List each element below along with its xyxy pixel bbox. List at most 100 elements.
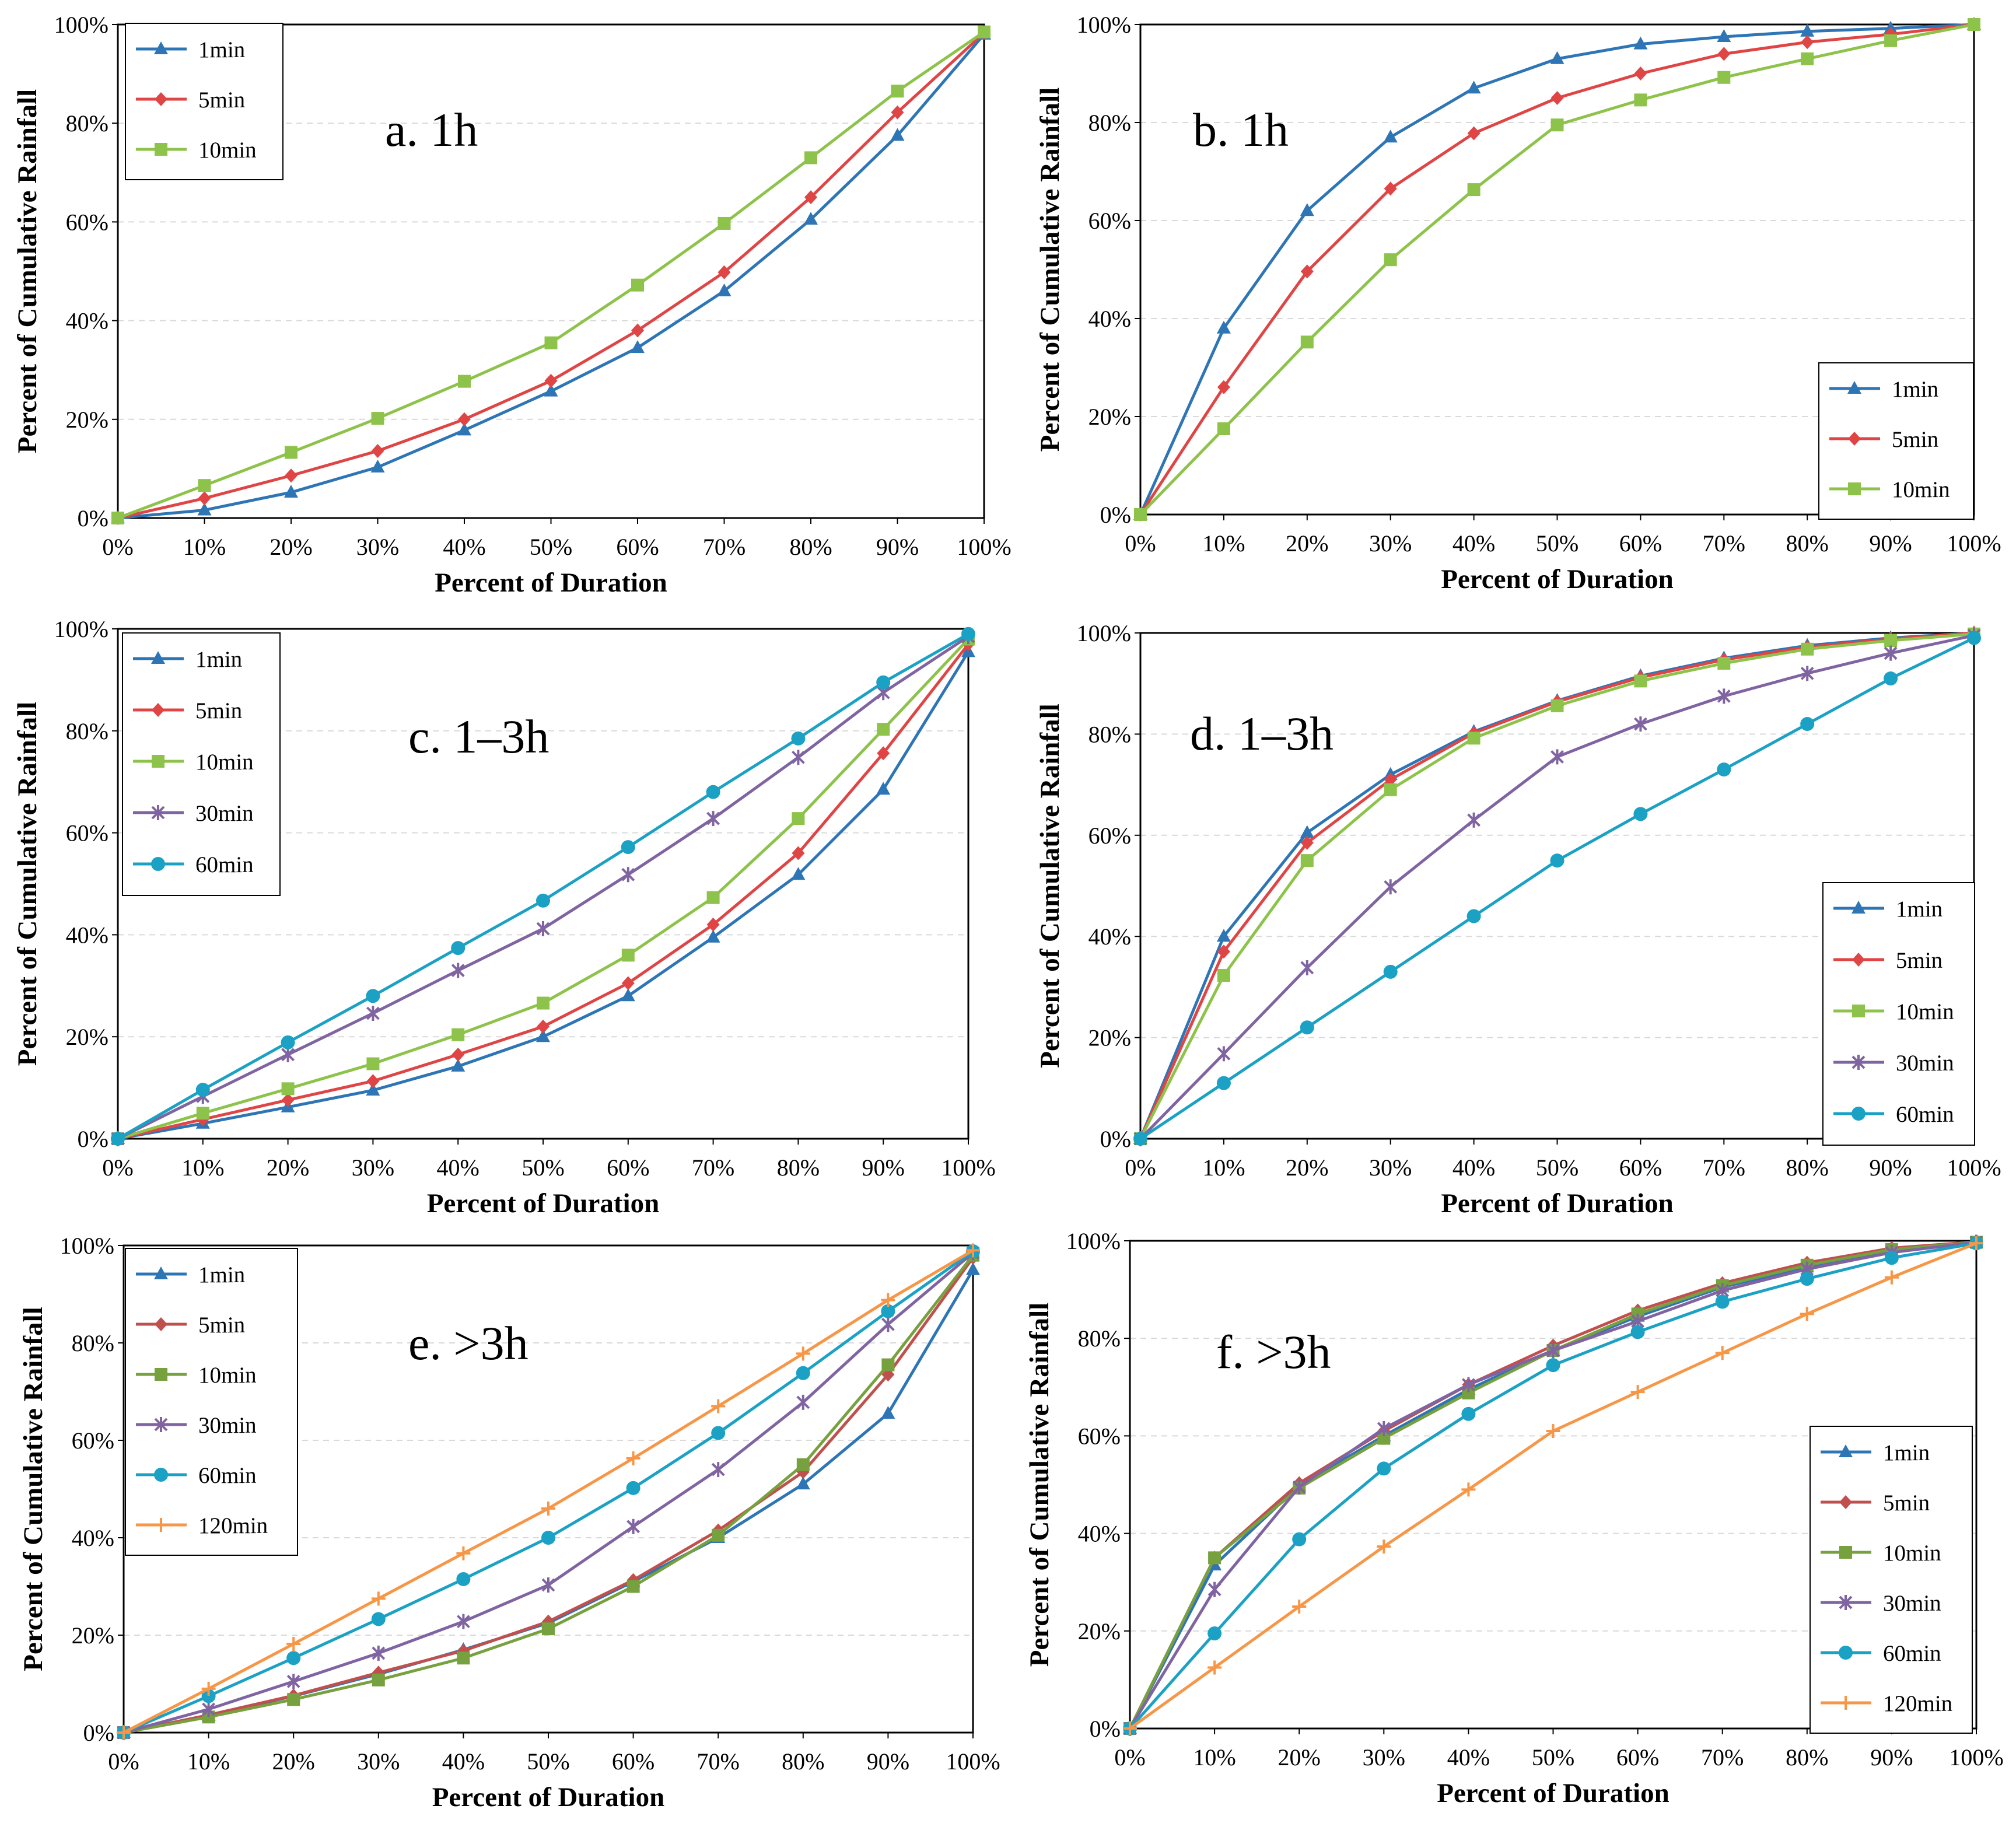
data-point-10min — [198, 479, 211, 492]
legend-marker — [152, 703, 164, 717]
y-tick-label: 60% — [1078, 1423, 1121, 1449]
legend-label: 5min — [1883, 1490, 1930, 1516]
data-point-120min — [1969, 1236, 1983, 1251]
x-tick-label: 50% — [1536, 1154, 1578, 1181]
data-point-1min — [1216, 929, 1231, 942]
y-tick-label: 40% — [1088, 306, 1131, 332]
legend-marker — [155, 1368, 167, 1381]
x-tick-label: 30% — [357, 1748, 400, 1775]
legend-item-30min: 30min — [1821, 1591, 1941, 1616]
chart-panel-a: 0% 20% 40% 60% 80% 100% 0% 10% 20% 30% 40% 50% 60% 70… — [12, 12, 1012, 598]
data-point-10min — [891, 85, 904, 98]
data-point-1min — [796, 1476, 810, 1490]
panel-label: a. 1h — [385, 103, 478, 156]
data-point-1min — [1550, 51, 1564, 64]
legend-item-5min: 5min — [133, 698, 242, 723]
data-point-10min — [796, 1458, 810, 1471]
x-tick-label: 10% — [1202, 530, 1245, 557]
y-axis-title: Percent of Cumulative Rainfall — [18, 1307, 48, 1671]
data-point-5min — [1384, 181, 1397, 196]
legend-marker — [155, 1317, 167, 1331]
data-point-30min — [1461, 1377, 1475, 1392]
data-point-60min — [1800, 717, 1815, 732]
legend-label: 10min — [1883, 1541, 1941, 1566]
x-tick-label: 10% — [1193, 1744, 1236, 1770]
data-point-30min — [1292, 1479, 1306, 1495]
y-tick-label: 80% — [1088, 110, 1131, 136]
y-tick-label: 20% — [72, 1622, 114, 1649]
data-point-1min — [536, 1029, 550, 1042]
legend-label: 30min — [1896, 1051, 1954, 1076]
y-tick-label: 0% — [78, 1126, 108, 1152]
data-point-10min — [196, 1107, 209, 1120]
y-tick-label: 20% — [66, 407, 108, 433]
data-point-5min — [1467, 126, 1480, 141]
data-point-5min — [891, 105, 904, 120]
x-tick-label: 90% — [867, 1748, 909, 1775]
y-tick-label: 80% — [72, 1330, 114, 1356]
legend-marker — [152, 755, 164, 768]
legend-label: 1min — [198, 37, 245, 62]
data-point-1min — [1717, 29, 1731, 42]
x-tick-label: 30% — [1369, 530, 1412, 557]
x-tick-label: 100% — [1947, 1154, 2001, 1181]
legend-label: 30min — [198, 1413, 257, 1438]
legend-label: 120min — [1883, 1691, 1952, 1716]
data-point-60min — [1884, 671, 1898, 686]
data-point-5min — [1717, 47, 1731, 61]
data-point-30min — [541, 1577, 555, 1593]
x-tick-label: 50% — [527, 1748, 569, 1775]
x-tick-label: 100% — [941, 1154, 995, 1181]
x-axis-title: Percent of Duration — [435, 568, 667, 598]
x-tick-label: 40% — [437, 1154, 480, 1181]
legend-item-1min: 1min — [133, 647, 242, 672]
data-point-1min — [1216, 320, 1231, 334]
y-tick-label: 40% — [66, 308, 108, 334]
y-axis-title: Percent of Cumulative Rainfall — [12, 89, 43, 453]
y-tick-label: 0% — [78, 505, 108, 531]
data-point-5min — [544, 373, 558, 388]
x-tick-label: 10% — [187, 1748, 230, 1775]
data-point-120min — [286, 1637, 301, 1651]
chart-panel-e: 0% 20% 40% 60% 80% 100% 0% 10% 20% 30% 40% 50% 60% 70… — [18, 1233, 1000, 1812]
data-point-120min — [1546, 1424, 1560, 1439]
data-point-10min — [1300, 335, 1314, 349]
y-tick-label: 40% — [1088, 923, 1131, 950]
legend-marker — [1839, 1546, 1852, 1559]
x-tick-label: 20% — [1286, 530, 1328, 557]
legend-label: 60min — [198, 1463, 257, 1488]
data-point-1min — [717, 283, 732, 296]
data-point-60min — [536, 893, 550, 908]
y-tick-label: 0% — [1100, 1126, 1131, 1152]
data-point-60min — [1800, 1272, 1814, 1286]
legend-item-1min: 1min — [136, 37, 245, 62]
legend-marker — [154, 1468, 168, 1482]
data-point-10min — [1550, 699, 1564, 712]
x-tick-label: 100% — [1947, 530, 2001, 557]
x-tick-label: 0% — [1114, 1744, 1145, 1770]
data-point-5min — [804, 190, 817, 205]
x-tick-label: 90% — [876, 534, 919, 560]
data-point-120min — [1208, 1660, 1222, 1675]
data-point-120min — [1123, 1721, 1137, 1735]
legend-label: 120min — [198, 1513, 268, 1538]
data-point-10min — [1208, 1551, 1222, 1565]
x-axis-title: Percent of Duration — [432, 1782, 665, 1812]
chart-panel-d: 0% 20% 40% 60% 80% 100% 0% 10% 20% 30% 40% 50% 60% 70… — [1035, 620, 2001, 1219]
data-point-120min — [796, 1346, 810, 1361]
x-axis-title: Percent of Duration — [1437, 1778, 1670, 1808]
y-tick-label: 0% — [83, 1720, 114, 1746]
data-point-5min — [371, 443, 384, 458]
x-tick-label: 30% — [1363, 1744, 1405, 1770]
data-point-60min — [791, 731, 806, 746]
data-point-60min — [1377, 1461, 1391, 1476]
data-point-1min — [804, 212, 818, 225]
data-point-60min — [711, 1426, 726, 1440]
data-point-10min — [626, 1580, 640, 1593]
data-point-60min — [796, 1366, 810, 1380]
legend-label: 1min — [198, 1262, 245, 1287]
x-tick-label: 60% — [1619, 530, 1662, 557]
data-point-30min — [796, 1394, 810, 1410]
legend-item-1min: 1min — [136, 1262, 245, 1287]
